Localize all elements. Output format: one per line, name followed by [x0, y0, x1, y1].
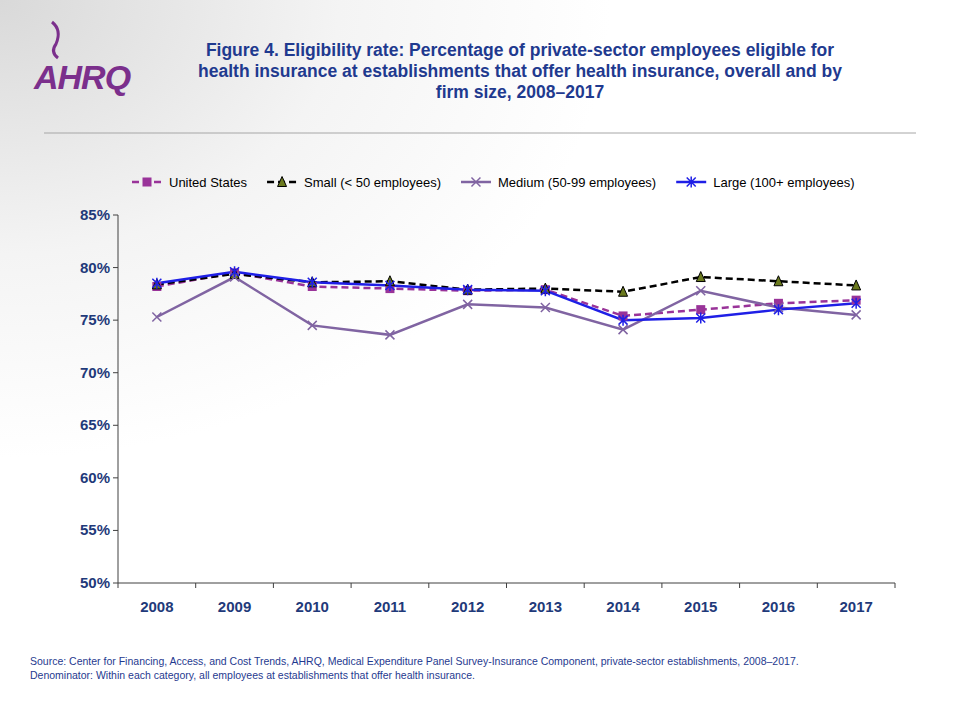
marker — [152, 312, 161, 321]
legend-marker — [278, 177, 287, 187]
marker — [308, 321, 317, 330]
y-tick-label: 60% — [80, 469, 110, 486]
marker — [852, 310, 861, 319]
marker — [619, 325, 628, 334]
marker — [308, 277, 317, 288]
marker — [696, 272, 705, 282]
marker — [152, 278, 161, 289]
note-text: Denominator: Within each category, all e… — [30, 668, 950, 682]
legend-label: United States — [169, 175, 248, 190]
separator — [44, 133, 916, 134]
x-tick — [506, 583, 507, 588]
marker — [774, 276, 783, 286]
x-tick-label: 2012 — [451, 598, 484, 615]
marker — [852, 280, 861, 290]
logo-emblem — [52, 22, 58, 58]
x-tick — [351, 583, 352, 588]
x-tick-label: 2016 — [762, 598, 795, 615]
legend-label: Medium (50-99 employees) — [498, 175, 656, 190]
x-tick — [118, 583, 119, 588]
marker — [696, 286, 705, 295]
y-tick — [113, 320, 118, 321]
y-tick — [113, 477, 118, 478]
marker — [385, 330, 394, 339]
marker — [541, 303, 550, 312]
y-tick — [113, 530, 118, 531]
series-line — [157, 272, 856, 320]
marker — [852, 298, 861, 309]
marker — [774, 304, 783, 315]
legend: United States Small (< 50 employees) Mediu… — [132, 175, 854, 190]
marker — [696, 313, 705, 324]
x-tick-label: 2008 — [140, 598, 173, 615]
marker — [230, 266, 239, 277]
y-axis — [118, 215, 119, 583]
x-tick — [661, 583, 662, 588]
x-tick — [739, 583, 740, 588]
y-tick — [113, 425, 118, 426]
marker — [541, 285, 550, 296]
source-text: Source: Center for Financing, Access, an… — [30, 654, 950, 668]
x-tick-label: 2014 — [606, 598, 640, 615]
marker — [619, 315, 628, 326]
x-tick — [195, 583, 196, 588]
series-group — [152, 266, 860, 339]
x-tick-label: 2015 — [684, 598, 717, 615]
marker — [463, 284, 472, 295]
marker — [463, 284, 472, 294]
legend-marker — [143, 178, 152, 187]
marker — [385, 280, 394, 291]
chart: 50% 55% 60% 65% 70% 75% 80% 85% 2008 2009 2010 2011… — [0, 0, 960, 720]
title: Figure 4. Eligibility rate: Percentage o… — [195, 40, 845, 103]
x-tick — [428, 583, 429, 588]
y-tick-label: 50% — [80, 574, 110, 591]
x-tick-label: 2009 — [218, 598, 251, 615]
series-line — [157, 277, 856, 335]
x-tick-label: 2013 — [529, 598, 562, 615]
x-tick-label: 2010 — [296, 598, 329, 615]
y-tick-label: 85% — [80, 206, 110, 223]
legend-marker — [687, 177, 696, 188]
y-tick-label: 80% — [80, 259, 110, 276]
x-tick — [273, 583, 274, 588]
x-tick — [817, 583, 818, 588]
marker — [308, 277, 317, 287]
marker — [619, 286, 628, 296]
y-tick-label: 70% — [80, 364, 110, 381]
legend-label: Small (< 50 employees) — [304, 175, 441, 190]
y-tick — [113, 583, 118, 584]
marker — [463, 300, 472, 309]
y-tick-label: 65% — [80, 416, 110, 433]
y-tick — [113, 215, 118, 216]
y-tick-label: 55% — [80, 521, 110, 538]
logo: AHRQ — [34, 58, 130, 97]
y-tick-label: 75% — [80, 311, 110, 328]
y-tick — [113, 372, 118, 373]
source: Source: Center for Financing, Access, an… — [30, 654, 950, 682]
x-tick-label: 2011 — [374, 598, 407, 615]
y-tick — [113, 267, 118, 268]
x-tick-label: 2017 — [839, 598, 872, 615]
legend-label: Large (100+ employees) — [713, 175, 854, 190]
x-tick — [584, 583, 585, 588]
x-tick — [895, 583, 896, 588]
legend-marker — [471, 178, 480, 187]
